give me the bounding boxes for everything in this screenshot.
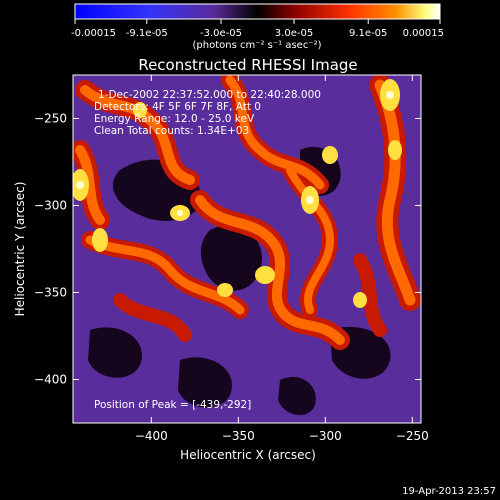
plot-title: Reconstructed RHESSI Image bbox=[138, 56, 357, 74]
annotation-detectors: Detectors: 4F 5F 6F 7F 8F, Att 0 bbox=[94, 101, 261, 113]
x-tick-label: −400 bbox=[135, 429, 168, 443]
colorbar-tick-label: -0.00015 bbox=[71, 28, 116, 39]
colorbar bbox=[74, 3, 441, 20]
annotation-peak-position: Position of Peak = [-439,-292] bbox=[94, 399, 251, 411]
x-tick-label: −350 bbox=[222, 429, 255, 443]
annotation-time-range: 1-Dec-2002 22:37:52.000 to 22:40:28.000 bbox=[98, 89, 321, 101]
x-tick-label: −250 bbox=[396, 429, 429, 443]
rhessi-image bbox=[73, 75, 421, 423]
colorbar-units-label: (photons cm⁻² s⁻¹ asec⁻²) bbox=[192, 40, 321, 51]
colorbar-tick-label: 9.1e-05 bbox=[349, 28, 387, 39]
plot-frame bbox=[72, 74, 422, 424]
x-tick-label: −300 bbox=[309, 429, 342, 443]
annotation-energy-range: Energy Range: 12.0 - 25.0 keV bbox=[94, 113, 255, 125]
y-axis-ticks: −250 −300 −350 −400 bbox=[34, 112, 421, 387]
annotation-clean-counts: Clean Total counts: 1.34E+03 bbox=[94, 125, 249, 137]
y-tick-label: −250 bbox=[34, 112, 67, 126]
x-axis-label: Heliocentric X (arcsec) bbox=[180, 448, 316, 462]
colorbar-tick-label: 0.00015 bbox=[403, 28, 444, 39]
y-tick-label: −350 bbox=[34, 286, 67, 300]
timestamp: 19-Apr-2013 23:57 bbox=[402, 486, 496, 497]
y-axis-label: Heliocentric Y (arcsec) bbox=[13, 182, 27, 317]
colorbar-ticks: -0.00015 -9.1e-05 -3.0e-05 3.0e-05 9.1e-05 0.… bbox=[71, 19, 444, 39]
x-axis-ticks: −400 −350 −300 −250 bbox=[135, 75, 429, 443]
y-tick-label: −400 bbox=[34, 373, 67, 387]
y-tick-label: −300 bbox=[34, 199, 67, 213]
colorbar-tick-label: -9.1e-05 bbox=[126, 28, 168, 39]
colorbar-tick-label: 3.0e-05 bbox=[275, 28, 313, 39]
colorbar-tick-label: -3.0e-05 bbox=[200, 28, 242, 39]
